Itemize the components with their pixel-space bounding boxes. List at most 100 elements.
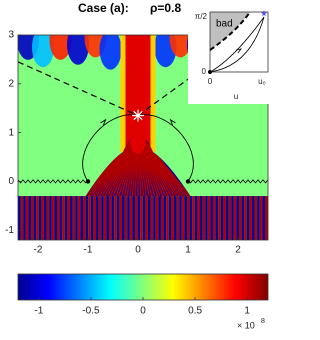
stripe: [67, 196, 70, 240]
stripe: [202, 196, 206, 240]
inset-star: *: [261, 8, 267, 24]
stripe: [236, 196, 239, 240]
stripe: [51, 196, 55, 240]
stripe: [158, 196, 161, 240]
stripe: [174, 196, 177, 240]
stripe: [62, 196, 65, 240]
y-tick-label: 0: [8, 176, 14, 187]
stripe: [155, 196, 159, 240]
x-tick-label: -2: [34, 245, 43, 256]
inset: * bad π/2 0 0 u₀ u: [188, 0, 270, 104]
stripe: [176, 196, 180, 240]
column: [125, 35, 151, 153]
dashed-line: [18, 61, 139, 117]
stripe: [249, 196, 252, 240]
colorbar-tick-label: 1: [244, 306, 250, 317]
stripe: [265, 196, 268, 240]
stripe: [75, 196, 78, 240]
stripe: [85, 196, 89, 240]
stripe: [137, 196, 141, 240]
stripe: [187, 196, 190, 240]
stripe: [129, 196, 133, 240]
arrow: [169, 118, 176, 126]
stripe: [109, 196, 112, 240]
stripe: [189, 196, 193, 240]
stripe: [241, 196, 245, 240]
stripe: [111, 196, 115, 240]
blob: [99, 35, 122, 70]
stripe: [119, 196, 122, 240]
stripe: [64, 196, 68, 240]
inset-y-top: π/2: [195, 12, 208, 21]
stripe: [140, 196, 143, 240]
stripe: [25, 196, 29, 240]
stripe: [205, 196, 208, 240]
stripe: [83, 196, 86, 240]
stripe: [254, 196, 258, 240]
stripe: [80, 196, 83, 240]
stripe: [70, 196, 73, 240]
blob: [32, 35, 54, 68]
stripe: [257, 196, 260, 240]
inset-x-label: u: [234, 92, 238, 101]
stripe: [161, 196, 164, 240]
stripe: [23, 196, 26, 240]
stripe: [166, 196, 169, 240]
stripe: [213, 196, 216, 240]
stripe: [59, 196, 63, 240]
stripe: [244, 196, 247, 240]
colorbar-tick-label: -1: [34, 306, 43, 317]
wavy-line: [187, 179, 268, 184]
trajectory: [209, 16, 265, 73]
stripe: [127, 196, 130, 240]
inset-y-bottom: 0: [202, 67, 207, 76]
stripe: [197, 196, 200, 240]
stripe: [142, 196, 146, 240]
stripe: [262, 196, 265, 240]
x-tick-label: 0: [135, 245, 141, 256]
stripe: [210, 196, 213, 240]
arrow: [100, 118, 107, 126]
stripe: [171, 196, 174, 240]
arrow: [235, 48, 242, 54]
stripe: [132, 196, 135, 240]
stripe: [72, 196, 76, 240]
stripe: [207, 196, 211, 240]
stripe: [57, 196, 60, 240]
stripe: [20, 196, 24, 240]
stripe: [122, 196, 125, 240]
plot-frame: [17, 34, 269, 241]
stripe: [41, 196, 44, 240]
blob: [49, 35, 72, 60]
stripe: [77, 196, 81, 240]
stripe: [179, 196, 182, 240]
inset-x-left: 0: [208, 77, 213, 86]
stripe: [33, 196, 37, 240]
stripe: [220, 196, 224, 240]
stripe: [228, 196, 232, 240]
parameter: ρ=0.8: [150, 1, 181, 15]
ray: [137, 135, 191, 197]
colorbar-scale: × 10: [237, 320, 255, 330]
stripe: [184, 196, 187, 240]
stripe: [145, 196, 148, 240]
title: Case (a):: [78, 1, 129, 15]
stripe: [93, 196, 96, 240]
stripe: [116, 196, 120, 240]
stripe: [101, 196, 104, 240]
stripe: [150, 196, 154, 240]
x-tick-label: 1: [185, 245, 191, 256]
stripe: [153, 196, 156, 240]
colorbar-tick-label: 0.5: [188, 306, 202, 317]
stripe: [226, 196, 229, 240]
stripe: [54, 196, 57, 240]
stripe: [218, 196, 221, 240]
inset-frame: [209, 11, 269, 73]
y-tick-label: 2: [8, 78, 14, 89]
core: [130, 135, 146, 154]
stripe: [223, 196, 226, 240]
stripe: [103, 196, 107, 240]
stripe: [246, 196, 250, 240]
arc: [82, 114, 139, 182]
blob: [67, 35, 89, 65]
